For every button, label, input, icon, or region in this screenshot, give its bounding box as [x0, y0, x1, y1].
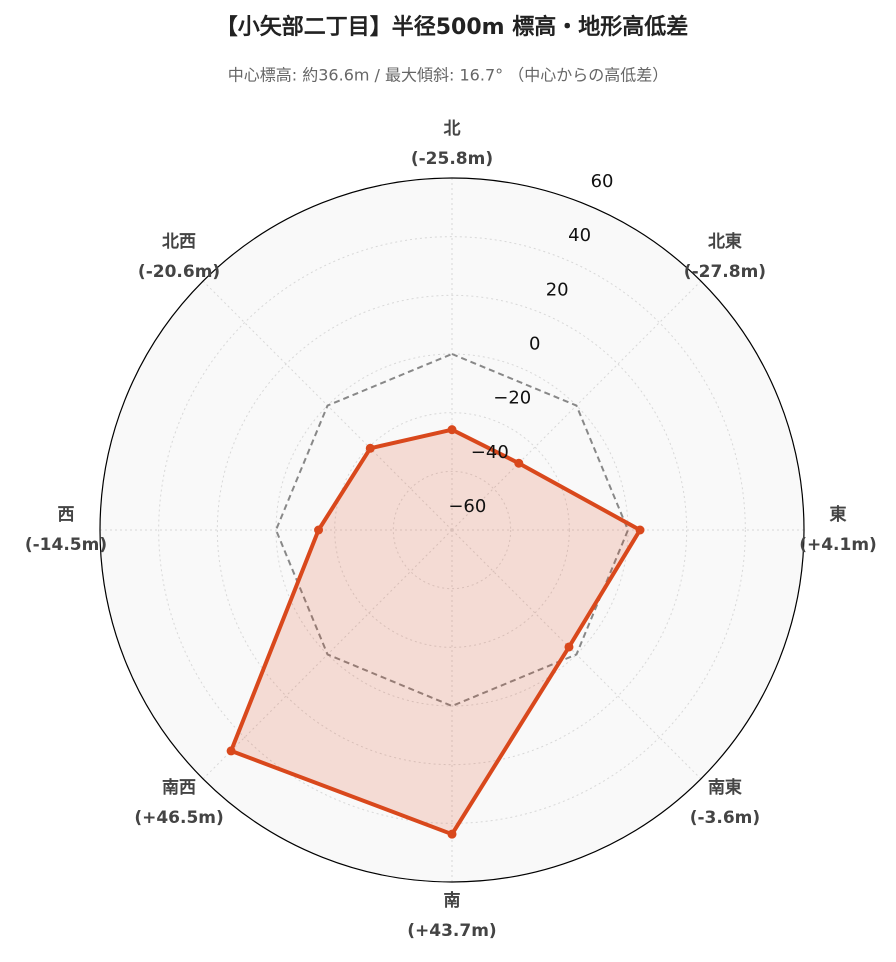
category-label: 西: [58, 505, 75, 525]
value-label: (+4.1m): [799, 535, 877, 555]
grid-circle: [392, 470, 512, 590]
data-point: [226, 746, 236, 756]
data-point: [447, 425, 457, 435]
data-point: [514, 458, 524, 468]
value-label: (-14.5m): [25, 535, 107, 555]
category-label: 北: [444, 119, 461, 139]
data-point: [447, 829, 457, 839]
category-label: 南西: [162, 777, 196, 798]
radial-tick-label: 20: [546, 279, 569, 300]
value-label: (-20.6m): [138, 262, 220, 282]
grid-circle: [216, 294, 688, 766]
category-label: 北東: [708, 231, 742, 252]
radial-tick-label: 0: [529, 333, 540, 354]
data-point: [635, 525, 645, 535]
value-label: (-3.6m): [690, 808, 760, 828]
data-point: [365, 443, 375, 453]
radial-tick-label: −60: [448, 496, 486, 517]
value-label: (+43.7m): [407, 921, 496, 941]
category-label: 南: [444, 890, 461, 911]
data-point: [314, 525, 324, 535]
category-label: 北西: [162, 232, 196, 252]
radial-tick-label: −40: [471, 442, 509, 463]
outer-circle: [99, 177, 805, 883]
data-point: [564, 642, 574, 652]
chart-title: 【小矢部二丁目】半径500m 標高・地形高低差: [216, 14, 689, 40]
radial-tick-label: 40: [568, 225, 591, 246]
grid-circle: [158, 236, 746, 824]
category-label: 東: [830, 504, 847, 525]
value-label: (-25.8m): [411, 149, 493, 169]
value-label: (+46.5m): [134, 808, 223, 828]
category-label: 南東: [708, 777, 742, 798]
radial-tick-label: 60: [591, 171, 614, 192]
chart-subtitle: 中心標高: 約36.6m / 最大傾斜: 16.7° （中心からの高低差）: [228, 66, 668, 85]
radial-tick-label: −20: [493, 388, 531, 409]
value-label: (-27.8m): [684, 262, 766, 282]
grid-circle: [334, 412, 570, 648]
